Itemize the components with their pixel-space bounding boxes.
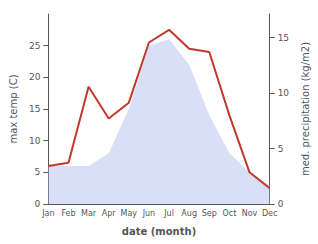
svg-text:10: 10 — [29, 136, 41, 146]
svg-text:5: 5 — [278, 144, 284, 154]
svg-text:Mar: Mar — [81, 209, 97, 218]
svg-text:Sep: Sep — [202, 209, 217, 218]
svg-text:Oct: Oct — [222, 209, 236, 218]
svg-text:20: 20 — [29, 72, 41, 82]
svg-text:10: 10 — [278, 88, 290, 98]
svg-text:0: 0 — [35, 199, 41, 209]
svg-text:Feb: Feb — [61, 209, 75, 218]
svg-text:Dec: Dec — [262, 209, 277, 218]
svg-text:med. precipitation (kg/m2): med. precipitation (kg/m2) — [300, 42, 311, 176]
svg-text:Jan: Jan — [41, 209, 54, 218]
svg-text:Jul: Jul — [163, 209, 174, 218]
svg-text:Nov: Nov — [242, 209, 258, 218]
svg-text:May: May — [121, 209, 138, 218]
svg-text:25: 25 — [29, 41, 40, 51]
svg-text:15: 15 — [278, 33, 289, 43]
svg-text:15: 15 — [29, 104, 40, 114]
svg-text:Apr: Apr — [102, 209, 117, 218]
svg-text:5: 5 — [35, 167, 41, 177]
svg-text:0: 0 — [278, 199, 284, 209]
svg-text:date (month): date (month) — [122, 226, 196, 237]
svg-text:max temp (C): max temp (C) — [8, 74, 19, 143]
svg-text:Jun: Jun — [142, 209, 156, 218]
svg-text:Aug: Aug — [181, 209, 197, 218]
